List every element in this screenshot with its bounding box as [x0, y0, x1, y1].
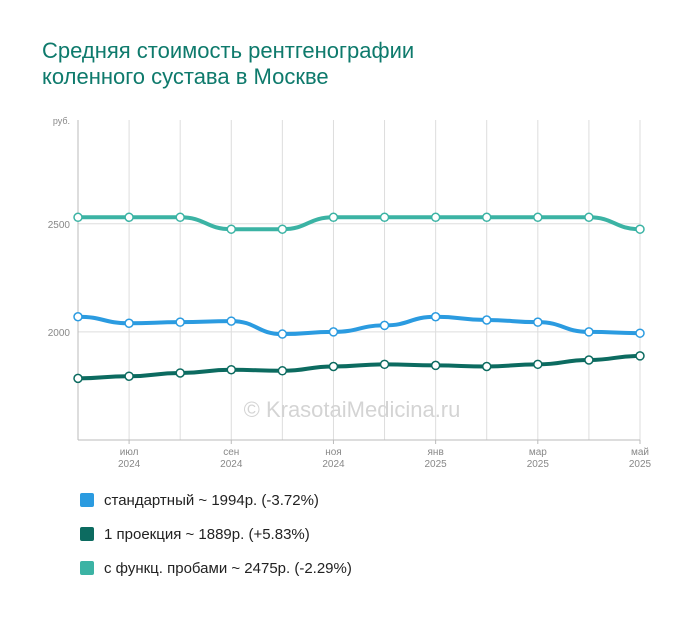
- legend-item-functional[interactable]: с функц. пробами ~ 2475р. (-2.29%): [80, 556, 352, 580]
- series-line-functional: [76, 215, 642, 232]
- x-tick-year: 2025: [527, 459, 550, 470]
- data-point-one-projection: [584, 355, 594, 365]
- data-point-standard: [328, 327, 339, 337]
- legend-label-functional: с функц. пробами ~ 2475р. (-2.29%): [104, 559, 352, 577]
- x-tick-year: 2025: [629, 459, 652, 470]
- legend-item-one-projection[interactable]: 1 проекция ~ 1889р. (+5.83%): [80, 522, 352, 546]
- data-point-functional: [430, 212, 441, 223]
- data-point-standard: [124, 318, 134, 328]
- legend-swatch-functional: [80, 561, 94, 575]
- data-point-functional: [328, 212, 339, 223]
- data-point-functional: [481, 212, 492, 223]
- x-tick-year: 2025: [425, 459, 448, 470]
- x-tick-month: май: [631, 447, 649, 458]
- x-tick-month: ноя: [325, 447, 342, 458]
- chart-title-line-1: Средняя стоимость рентгенографии: [42, 38, 415, 63]
- data-point-one-projection: [430, 360, 441, 371]
- data-point-functional: [124, 212, 134, 223]
- data-point-standard: [379, 320, 390, 331]
- data-point-standard: [73, 312, 83, 322]
- data-point-standard: [481, 315, 492, 325]
- data-point-one-projection: [124, 371, 134, 381]
- y-tick-label: 2000: [48, 328, 71, 339]
- data-point-functional: [584, 212, 594, 223]
- data-point-functional: [379, 212, 390, 223]
- data-point-standard: [175, 317, 185, 327]
- data-point-functional: [226, 224, 237, 234]
- data-point-one-projection: [533, 359, 543, 370]
- data-point-standard: [226, 316, 237, 326]
- data-point-one-projection: [226, 364, 237, 375]
- legend: стандартный ~ 1994р. (-3.72%) 1 проекция…: [80, 488, 352, 590]
- series-line-one-projection: [76, 353, 642, 381]
- data-point-functional: [635, 224, 645, 234]
- data-point-functional: [175, 212, 185, 223]
- x-tick-year: 2024: [220, 459, 243, 470]
- x-tick-month: мар: [529, 447, 547, 458]
- data-point-standard: [635, 328, 645, 338]
- x-tick-month: июл: [120, 447, 139, 458]
- y-tick-label: 2500: [48, 220, 71, 231]
- axes: 20002500руб.июл2024сен2024ноя2024янв2025…: [48, 116, 652, 470]
- legend-label-standard: стандартный ~ 1994р. (-3.72%): [104, 491, 319, 509]
- data-point-functional: [73, 212, 83, 223]
- x-tick-year: 2024: [118, 459, 141, 470]
- series-group: [73, 212, 645, 384]
- data-point-one-projection: [175, 368, 185, 378]
- legend-swatch-standard: [80, 493, 94, 507]
- data-point-standard: [277, 329, 288, 339]
- data-point-standard: [430, 312, 441, 322]
- data-point-one-projection: [635, 351, 645, 361]
- grid: [77, 120, 641, 440]
- data-point-one-projection: [73, 373, 83, 384]
- data-point-one-projection: [328, 361, 339, 372]
- x-tick-month: сен: [223, 447, 239, 458]
- x-tick-year: 2024: [322, 459, 345, 470]
- data-point-one-projection: [481, 361, 492, 372]
- x-tick-month: янв: [428, 447, 444, 458]
- data-point-one-projection: [379, 359, 390, 370]
- data-point-one-projection: [277, 366, 288, 376]
- legend-label-one-projection: 1 проекция ~ 1889р. (+5.83%): [104, 525, 310, 543]
- chart-title: Средняя стоимость рентгенографии коленно…: [42, 38, 662, 90]
- y-axis-label: руб.: [53, 116, 70, 126]
- data-point-standard: [533, 317, 543, 327]
- legend-swatch-one-projection: [80, 527, 94, 541]
- chart-title-line-2: коленного сустава в Москве: [42, 64, 329, 89]
- data-point-standard: [584, 327, 594, 337]
- data-point-functional: [533, 212, 543, 223]
- data-point-functional: [277, 224, 288, 234]
- legend-item-standard[interactable]: стандартный ~ 1994р. (-3.72%): [80, 488, 352, 512]
- watermark: © KrasotaiMedicina.ru: [244, 397, 461, 422]
